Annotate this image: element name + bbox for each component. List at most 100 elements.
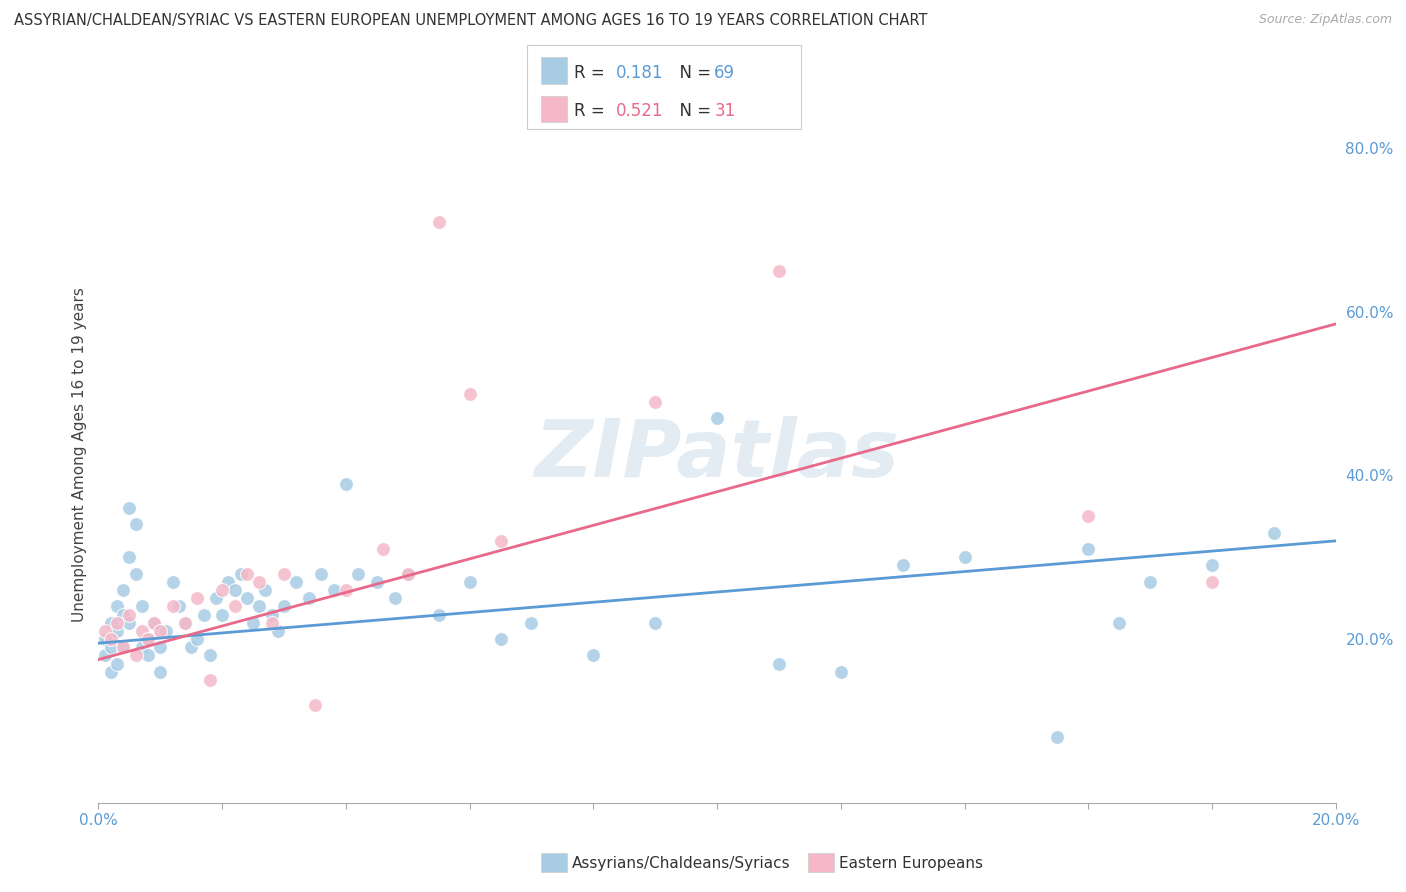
Point <box>1201 558 1223 573</box>
Point <box>891 558 914 573</box>
Point <box>260 607 283 622</box>
Point <box>162 574 184 589</box>
Point <box>254 582 277 597</box>
Point <box>167 599 190 614</box>
Point <box>1139 574 1161 589</box>
Point <box>149 665 172 679</box>
Point <box>582 648 605 663</box>
Point <box>136 632 159 646</box>
Point <box>304 698 326 712</box>
Point <box>193 607 215 622</box>
Point <box>136 632 159 646</box>
Point <box>458 574 481 589</box>
Point <box>224 582 246 597</box>
Point <box>335 582 357 597</box>
Point <box>396 566 419 581</box>
Point <box>768 264 790 278</box>
Point <box>830 665 852 679</box>
Point <box>105 599 128 614</box>
Point <box>1201 574 1223 589</box>
Point <box>174 615 197 630</box>
Text: R =: R = <box>574 102 610 120</box>
Point <box>489 533 512 548</box>
Point <box>366 574 388 589</box>
Point <box>105 615 128 630</box>
Point <box>105 624 128 638</box>
Point <box>285 574 308 589</box>
Point <box>198 673 221 687</box>
Point <box>118 615 141 630</box>
Point <box>174 615 197 630</box>
Point <box>124 648 146 663</box>
Point <box>112 640 135 655</box>
Point <box>198 648 221 663</box>
Point <box>1077 509 1099 524</box>
Point <box>131 624 153 638</box>
Point <box>706 411 728 425</box>
Point <box>149 640 172 655</box>
Point <box>100 640 122 655</box>
Point <box>273 566 295 581</box>
Point <box>1046 731 1069 745</box>
Point <box>100 632 122 646</box>
Y-axis label: Unemployment Among Ages 16 to 19 years: Unemployment Among Ages 16 to 19 years <box>72 287 87 623</box>
Point <box>953 550 976 565</box>
Point <box>236 566 259 581</box>
Point <box>242 615 264 630</box>
Point <box>100 665 122 679</box>
Text: 0.181: 0.181 <box>616 63 664 81</box>
Point <box>236 591 259 606</box>
Point <box>489 632 512 646</box>
Point <box>131 599 153 614</box>
Point <box>267 624 290 638</box>
Point <box>100 615 122 630</box>
Point <box>186 632 208 646</box>
Point <box>427 607 450 622</box>
Point <box>768 657 790 671</box>
Point <box>458 386 481 401</box>
Point <box>118 607 141 622</box>
Point <box>1108 615 1130 630</box>
Text: Source: ZipAtlas.com: Source: ZipAtlas.com <box>1258 13 1392 27</box>
Point <box>396 566 419 581</box>
Point <box>335 476 357 491</box>
Point <box>384 591 406 606</box>
Point <box>118 550 141 565</box>
Point <box>124 566 146 581</box>
Text: N =: N = <box>669 102 717 120</box>
Point <box>118 501 141 516</box>
Point <box>229 566 252 581</box>
Text: 31: 31 <box>714 102 735 120</box>
Point <box>371 542 394 557</box>
Point <box>298 591 321 606</box>
Point <box>260 615 283 630</box>
Text: R =: R = <box>574 63 610 81</box>
Point <box>112 640 135 655</box>
Point <box>644 394 666 409</box>
Point <box>427 214 450 228</box>
Text: N =: N = <box>669 63 717 81</box>
Point <box>105 657 128 671</box>
Point <box>644 615 666 630</box>
Point <box>211 607 233 622</box>
Text: 0.521: 0.521 <box>616 102 664 120</box>
Point <box>143 615 166 630</box>
Point <box>211 582 233 597</box>
Point <box>309 566 332 581</box>
Point <box>93 624 115 638</box>
Point <box>273 599 295 614</box>
Point <box>112 607 135 622</box>
Point <box>143 615 166 630</box>
Point <box>149 624 172 638</box>
Text: Eastern Europeans: Eastern Europeans <box>839 856 983 871</box>
Point <box>180 640 202 655</box>
Point <box>1077 542 1099 557</box>
Point <box>155 624 177 638</box>
Point <box>217 574 239 589</box>
Point <box>247 599 270 614</box>
Point <box>205 591 228 606</box>
Point <box>131 640 153 655</box>
Text: ASSYRIAN/CHALDEAN/SYRIAC VS EASTERN EUROPEAN UNEMPLOYMENT AMONG AGES 16 TO 19 YE: ASSYRIAN/CHALDEAN/SYRIAC VS EASTERN EURO… <box>14 13 928 29</box>
Point <box>162 599 184 614</box>
Point <box>186 591 208 606</box>
